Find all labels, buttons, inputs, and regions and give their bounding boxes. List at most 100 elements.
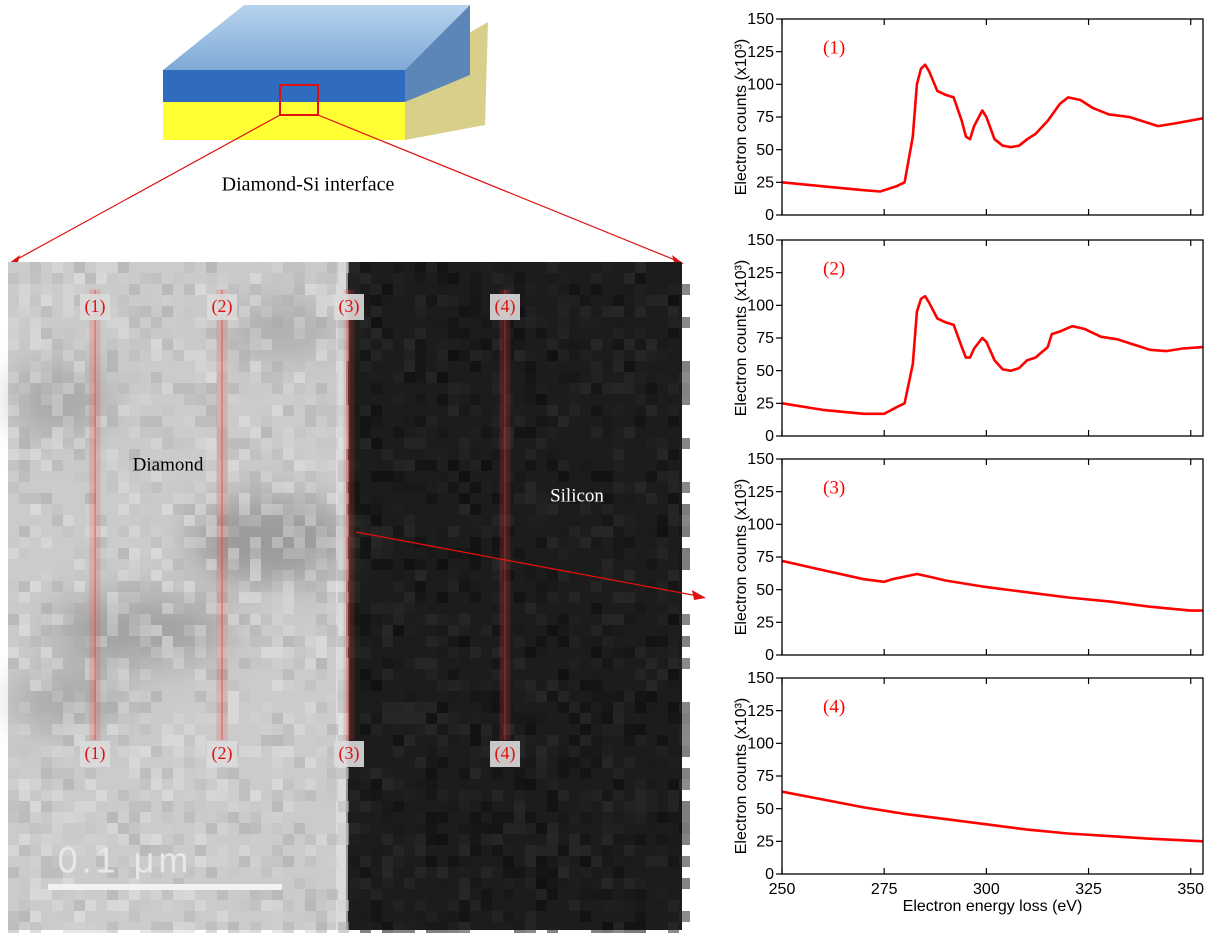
pixel	[624, 856, 635, 867]
pixel	[459, 834, 470, 845]
pixel	[250, 581, 261, 592]
pixel	[470, 306, 481, 317]
pixel	[206, 834, 217, 845]
pixel	[580, 702, 591, 713]
pixel	[349, 878, 360, 889]
pixel	[459, 614, 470, 625]
pixel	[250, 295, 261, 306]
pixel	[602, 449, 613, 460]
pixel	[8, 768, 19, 779]
pixel	[19, 845, 30, 856]
pixel	[404, 603, 415, 614]
pixel	[536, 537, 547, 548]
pixel	[536, 856, 547, 867]
pixel	[305, 889, 316, 900]
pixel	[459, 911, 470, 922]
pixel	[591, 273, 602, 284]
pixel	[250, 812, 261, 823]
pixel	[448, 647, 459, 658]
pixel	[415, 361, 426, 372]
pixel	[470, 504, 481, 515]
pixel	[492, 790, 503, 801]
pixel	[371, 603, 382, 614]
pixel	[668, 702, 679, 713]
pixel	[206, 405, 217, 416]
pixel	[74, 438, 85, 449]
pixel	[613, 900, 624, 911]
pixel	[52, 449, 63, 460]
pixel	[580, 295, 591, 306]
pixel	[52, 504, 63, 515]
pixel	[591, 284, 602, 295]
pixel	[305, 680, 316, 691]
pixel	[283, 383, 294, 394]
pixel	[195, 592, 206, 603]
pixel	[382, 658, 393, 669]
pixel	[118, 570, 129, 581]
pixel	[283, 680, 294, 691]
pixel	[349, 823, 360, 834]
pixel	[668, 790, 679, 801]
pixel	[613, 438, 624, 449]
pixel	[657, 526, 668, 537]
pixel	[327, 383, 338, 394]
pixel	[558, 449, 569, 460]
pixel	[393, 658, 404, 669]
pixel	[580, 845, 591, 856]
pixel	[547, 922, 558, 933]
pixel	[19, 537, 30, 548]
pixel	[118, 790, 129, 801]
pixel	[569, 658, 580, 669]
pixel	[569, 702, 580, 713]
pixel	[349, 834, 360, 845]
pixel	[415, 658, 426, 669]
pixel	[393, 559, 404, 570]
pixel	[162, 306, 173, 317]
pixel	[514, 779, 525, 790]
pixel	[140, 636, 151, 647]
pixel	[492, 812, 503, 823]
pixel	[250, 570, 261, 581]
pixel	[624, 273, 635, 284]
pixel	[525, 394, 536, 405]
pixel	[426, 790, 437, 801]
pixel	[107, 592, 118, 603]
pixel	[624, 724, 635, 735]
pixel	[41, 284, 52, 295]
pixel	[591, 889, 602, 900]
pixel	[162, 636, 173, 647]
pixel	[206, 416, 217, 427]
pixel	[151, 647, 162, 658]
pixel	[426, 603, 437, 614]
pixel	[536, 680, 547, 691]
pixel	[41, 361, 52, 372]
pixel	[558, 328, 569, 339]
pixel	[635, 482, 646, 493]
pixel	[41, 647, 52, 658]
pixel	[635, 284, 646, 295]
pixel	[261, 658, 272, 669]
pixel	[151, 482, 162, 493]
pixel	[52, 724, 63, 735]
pixel	[41, 823, 52, 834]
pixel	[426, 757, 437, 768]
pixel	[382, 295, 393, 306]
pixel	[668, 493, 679, 504]
y-tick-label: 50	[756, 142, 774, 159]
pixel	[19, 702, 30, 713]
pixel	[514, 284, 525, 295]
pixel	[206, 537, 217, 548]
pixel	[679, 801, 690, 812]
pixel	[195, 779, 206, 790]
pixel	[63, 592, 74, 603]
pixel	[140, 581, 151, 592]
pixel	[437, 911, 448, 922]
pixel	[569, 713, 580, 724]
y-tick-label: 100	[747, 736, 774, 753]
pixel	[591, 647, 602, 658]
pixel	[41, 834, 52, 845]
pixel	[437, 812, 448, 823]
pixel	[63, 636, 74, 647]
pixel	[107, 262, 118, 273]
pixel	[30, 889, 41, 900]
